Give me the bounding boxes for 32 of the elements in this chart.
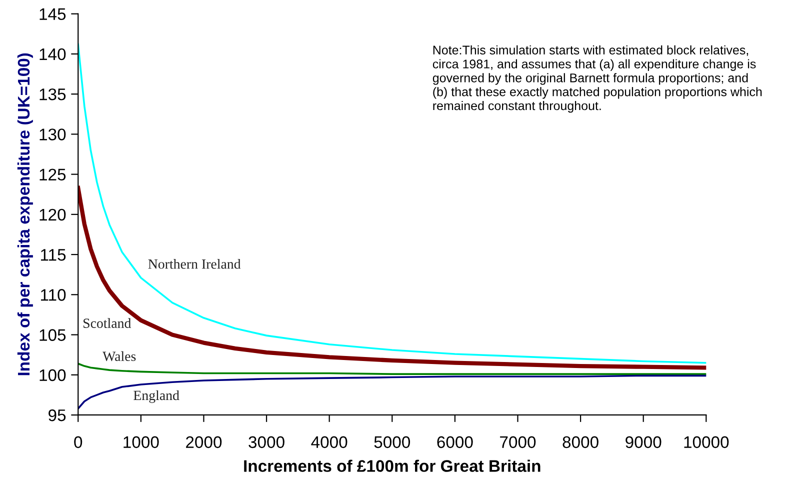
y-axis-title: Index of per capita expenditure (UK=100) <box>17 53 33 376</box>
y-tick-label: 145 <box>40 8 66 20</box>
x-tick-label: 4000 <box>311 436 348 448</box>
x-tick-label: 9000 <box>626 436 662 448</box>
line-series <box>78 374 706 410</box>
y-tick-label: 120 <box>40 208 66 221</box>
x-tick-label: 8000 <box>562 436 598 448</box>
y-tick-label: 140 <box>40 48 66 60</box>
x-tick-label: 3000 <box>248 436 284 448</box>
y-tick-label: 130 <box>40 128 66 140</box>
series-label: Northern Ireland <box>148 258 241 269</box>
y-tick-label: 125 <box>40 168 66 180</box>
y-tick-label: 135 <box>40 88 66 100</box>
y-tick-label: 95 <box>48 409 66 422</box>
x-tick-label: 7000 <box>500 436 536 448</box>
line-series <box>78 362 706 375</box>
x-axis-title: Increments of £100m for Great Britain <box>244 460 540 472</box>
x-tick-label: 10000 <box>684 436 729 448</box>
annotation: Note:This simulation starts with estimated block relatives, circa 1981, and assumes that (a) all expenditure change is governed by the original Barnett formula proportions; and (b) that these exactly matched population proportions which remained constant throughout. <box>432 45 762 113</box>
series-label: Wales <box>102 351 136 362</box>
y-tick-label: 110 <box>41 289 66 301</box>
series-label: England <box>134 390 180 403</box>
y-tick-label: 100 <box>40 369 66 382</box>
x-tick-label: 0 <box>74 436 82 448</box>
x-tick-label: 5000 <box>374 436 410 448</box>
x-tick-label: 2000 <box>186 436 222 448</box>
series-label: Scotland <box>84 318 132 328</box>
y-tick-label: 105 <box>40 329 66 341</box>
line-series <box>78 186 706 370</box>
y-tick-label: 115 <box>41 249 66 261</box>
x-tick-label: 1000 <box>124 436 159 448</box>
x-tick-label: 6000 <box>437 436 473 448</box>
